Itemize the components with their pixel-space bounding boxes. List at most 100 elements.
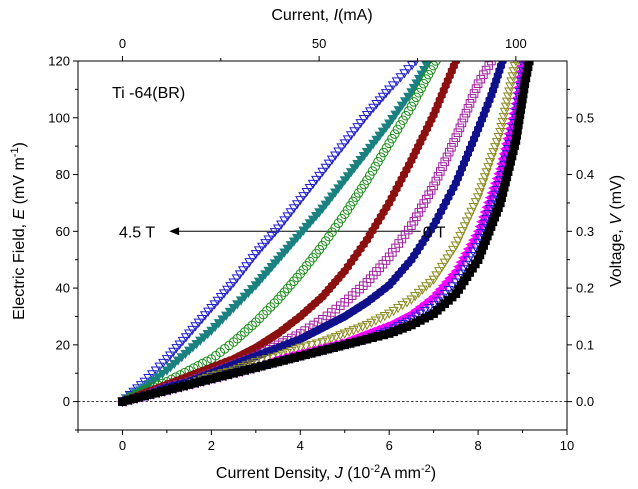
data-point <box>342 135 354 145</box>
series-10 <box>118 61 534 406</box>
data-point <box>244 258 255 268</box>
x-tick-label: 0 <box>119 438 126 453</box>
data-point <box>279 287 290 297</box>
data-point <box>384 309 395 319</box>
data-point <box>469 89 479 98</box>
data-point <box>228 337 239 347</box>
data-point <box>375 314 386 324</box>
plot-frame <box>77 60 568 431</box>
data-point <box>426 65 436 75</box>
data-point <box>290 345 301 355</box>
data-point <box>177 336 188 347</box>
x-tick-label: 2 <box>208 438 215 453</box>
data-point <box>453 128 463 138</box>
data-point <box>458 265 469 275</box>
data-point <box>416 83 426 94</box>
data-point <box>276 290 287 301</box>
data-point <box>345 131 357 141</box>
y2-tick-label: 0.4 <box>576 167 594 182</box>
data-point <box>442 254 453 264</box>
y-tick-label: 100 <box>48 110 70 125</box>
data-point <box>476 74 486 84</box>
data-point <box>371 100 382 110</box>
data-point <box>392 124 403 135</box>
data-point <box>282 283 293 294</box>
data-point <box>380 89 392 99</box>
data-point <box>295 196 306 206</box>
data-point <box>218 289 230 299</box>
data-point <box>412 212 421 222</box>
data-point <box>466 207 477 218</box>
data-point <box>406 61 418 71</box>
data-point <box>215 293 227 303</box>
data-point <box>373 156 383 167</box>
data-point <box>367 166 378 176</box>
data-point <box>247 254 258 264</box>
data-point <box>463 103 473 113</box>
arrow-start-label: 0 T <box>423 224 446 241</box>
data-point <box>336 143 347 153</box>
data-point <box>206 304 217 314</box>
y-tick-label: 120 <box>48 54 70 69</box>
x2-tick-label: 0 <box>119 36 126 51</box>
data-point <box>379 311 390 322</box>
data-point <box>288 204 300 214</box>
data-point <box>447 245 459 256</box>
data-point <box>443 286 454 296</box>
data-point <box>403 65 414 75</box>
series-2 <box>117 61 433 407</box>
data-point <box>326 155 338 165</box>
data-point <box>467 94 477 103</box>
data-point <box>266 231 277 242</box>
y2-tick-label: 0.3 <box>576 224 594 239</box>
data-point <box>364 107 376 117</box>
data-point <box>250 250 261 260</box>
data-point <box>269 228 281 238</box>
data-point <box>394 239 404 248</box>
data-point <box>413 288 424 299</box>
data-point <box>417 285 428 295</box>
data-point <box>398 115 408 126</box>
data-point <box>384 138 394 149</box>
data-point <box>498 61 507 66</box>
data-point <box>355 119 366 129</box>
data-point <box>291 200 303 210</box>
data-point <box>374 96 385 106</box>
data-point <box>272 224 284 234</box>
data-point <box>431 271 442 281</box>
x-tick-label: 10 <box>560 438 574 453</box>
data-point <box>161 355 173 365</box>
data-point <box>231 274 242 284</box>
data-point <box>236 330 246 341</box>
data-point <box>366 318 377 329</box>
data-point <box>157 369 168 380</box>
x-axis-title: Current Density, J (10-2A mm-2) <box>216 463 436 482</box>
data-point <box>421 74 431 84</box>
data-point <box>304 183 315 194</box>
data-point <box>358 115 369 125</box>
y2-axis-title: Voltage, V (mV) <box>608 175 625 287</box>
data-point <box>444 147 454 157</box>
data-point <box>370 161 381 172</box>
data-point <box>187 325 198 336</box>
data-point <box>330 332 341 343</box>
data-point <box>387 133 397 144</box>
data-point <box>387 81 399 91</box>
data-point <box>263 235 274 245</box>
data-point <box>222 285 233 296</box>
data-point <box>401 298 413 308</box>
data-point <box>171 344 182 354</box>
data-point <box>314 171 325 182</box>
data-point <box>406 101 417 112</box>
data-point <box>392 304 404 314</box>
data-point <box>154 362 165 372</box>
data-point <box>439 258 450 268</box>
data-point <box>409 292 421 302</box>
data-point <box>234 270 246 280</box>
data-point <box>447 282 458 292</box>
data-point <box>285 280 296 290</box>
data-point <box>180 333 192 343</box>
data-point <box>281 348 293 359</box>
data-point <box>286 347 297 357</box>
